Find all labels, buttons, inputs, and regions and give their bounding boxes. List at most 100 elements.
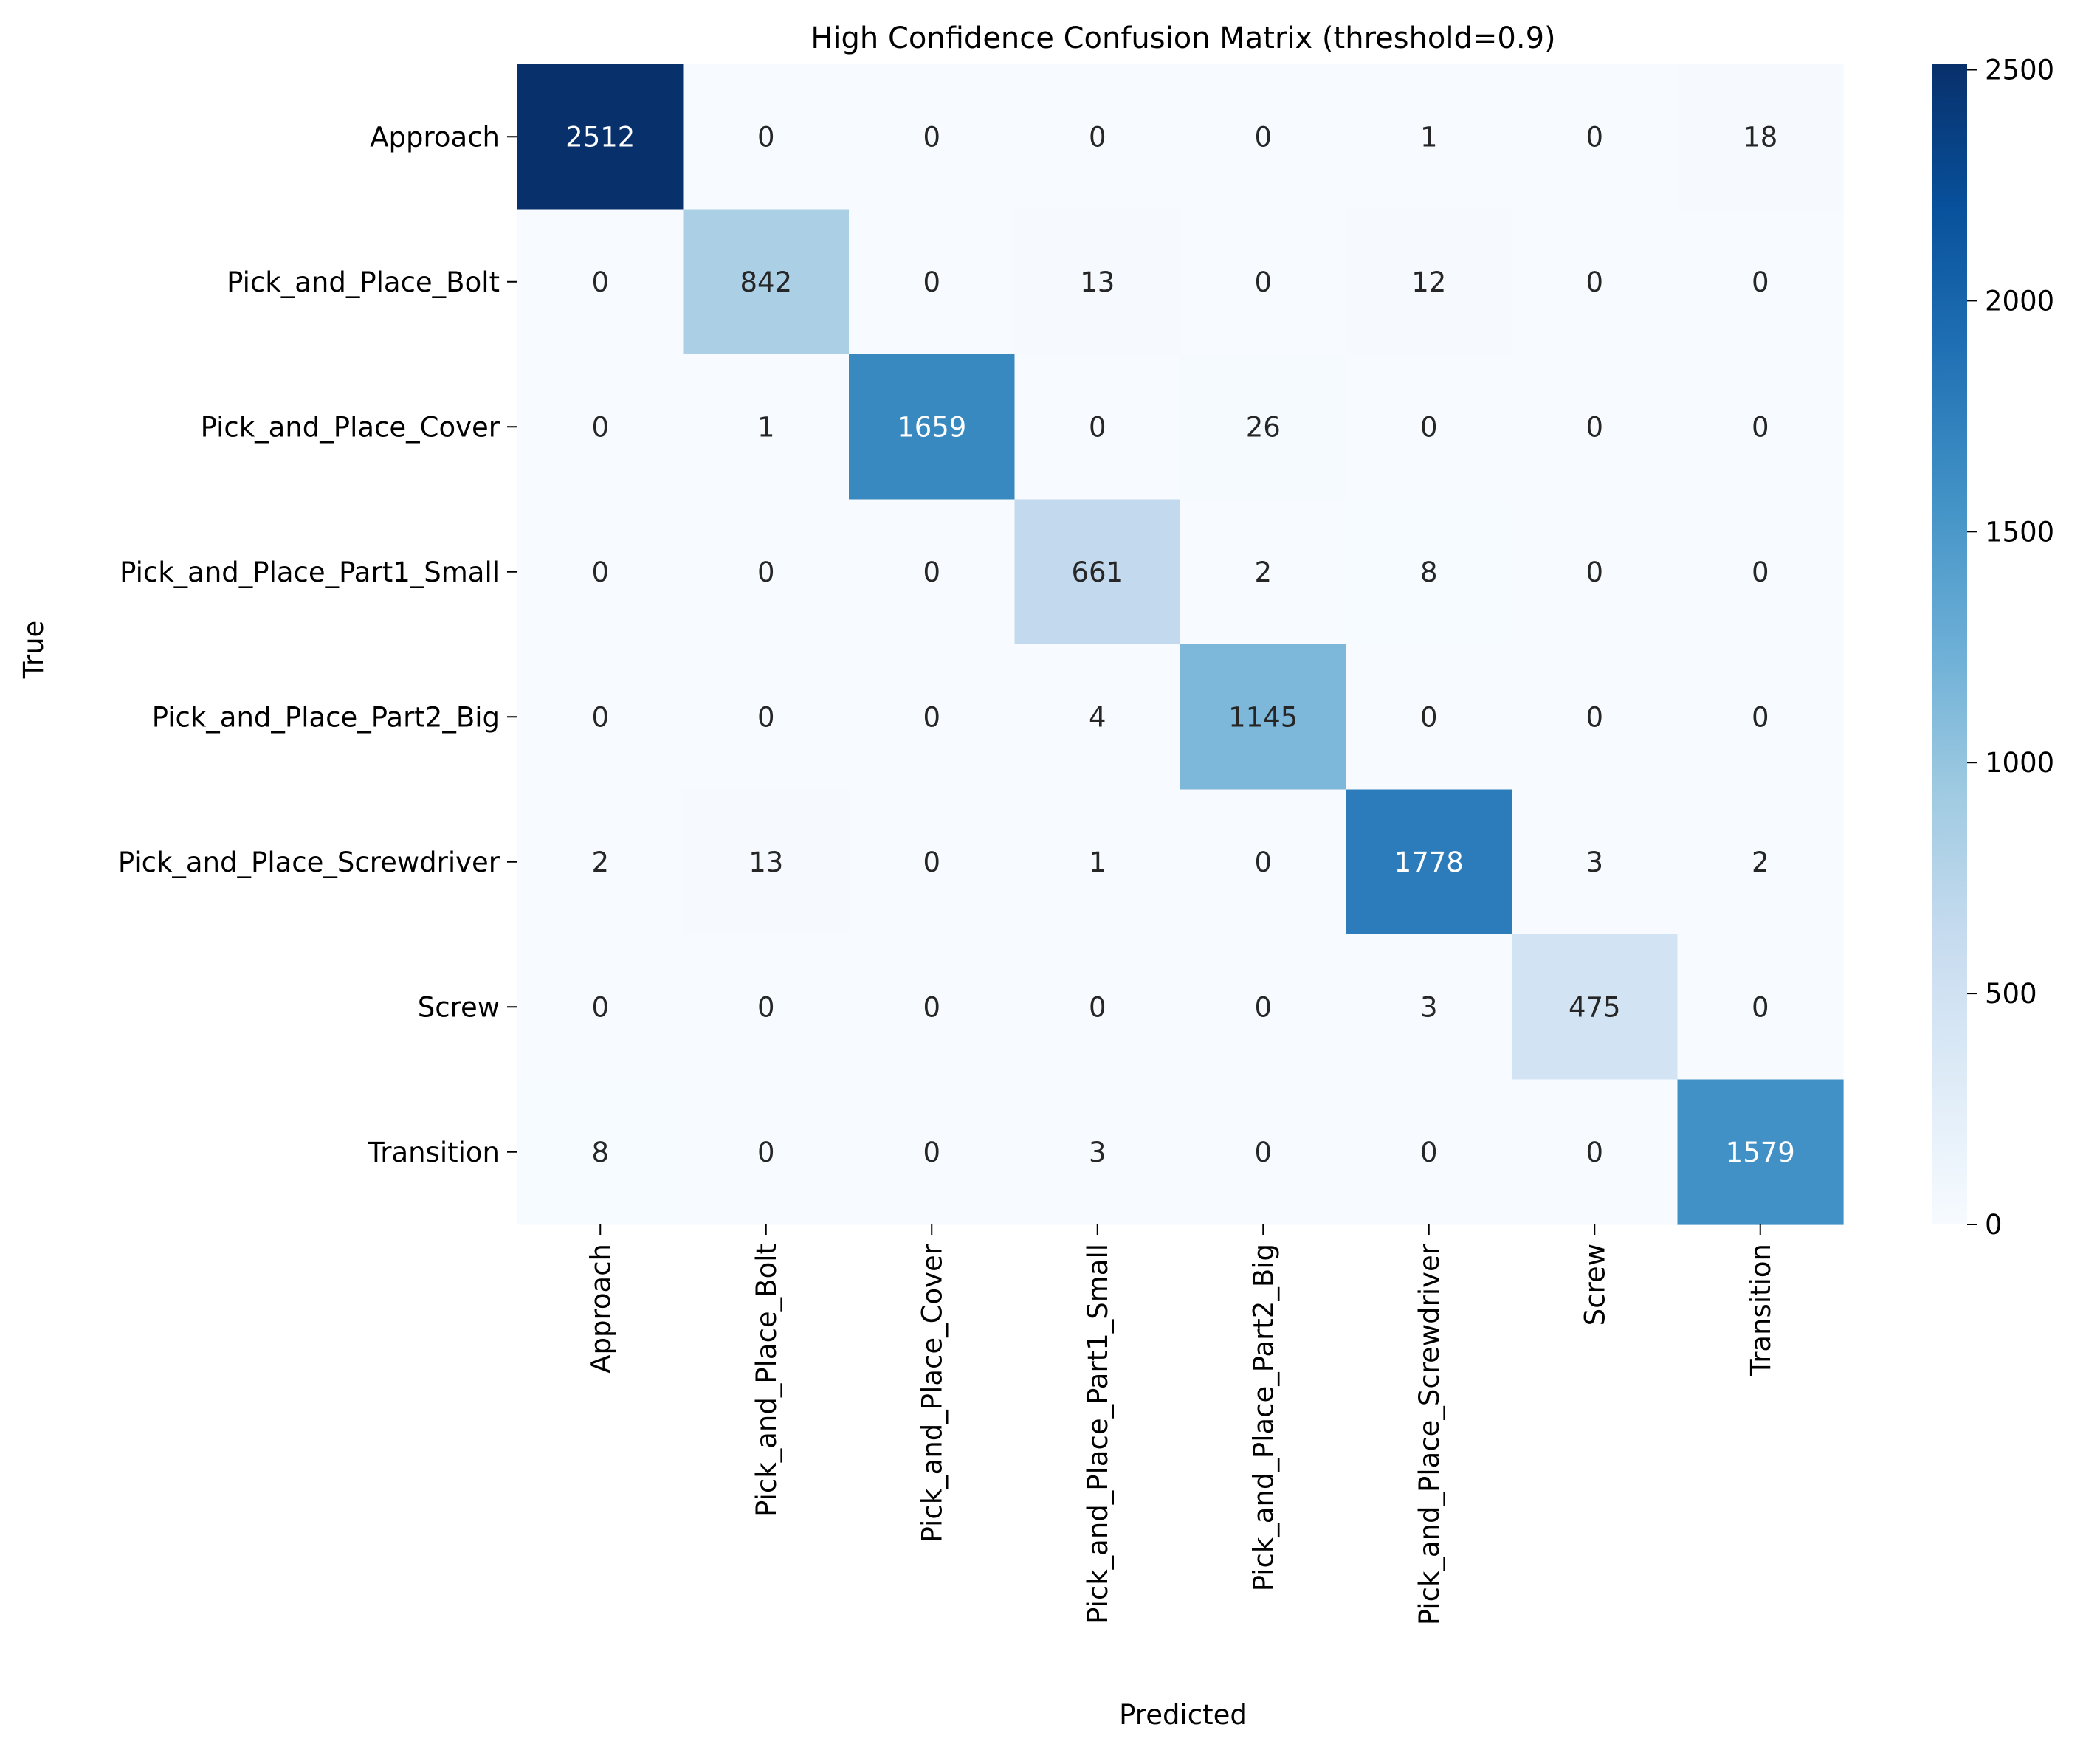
cell-value-r5-c7: 2: [1752, 847, 1769, 878]
y-tick-label-1: Pick_and_Place_Bolt: [227, 266, 500, 298]
cell-value-r6-c5: 3: [1420, 991, 1438, 1023]
cell-value-r2-c5: 0: [1420, 411, 1438, 443]
cell-value-r6-c0: 0: [591, 991, 609, 1023]
cell-value-r7-c2: 0: [923, 1137, 940, 1168]
heatmap-cell-r6-c4: [1180, 934, 1347, 1081]
heatmap-cell-r7-c5: [1346, 1079, 1512, 1225]
heatmap-cell-r0-c0: [517, 64, 684, 210]
cell-value-r2-c1: 1: [757, 411, 775, 443]
cell-value-r3-c4: 2: [1254, 557, 1272, 588]
colorbar-tick-label-0: 0: [1985, 1209, 2003, 1241]
heatmap-cell-r5-c3: [1014, 789, 1181, 935]
heatmap-cell-r7-c6: [1512, 1079, 1679, 1225]
cell-value-r1-c6: 0: [1586, 266, 1603, 298]
heatmap-cell-r2-c1: [683, 354, 850, 500]
colorbar-tick-label-1: 500: [1985, 978, 2037, 1010]
cell-value-r5-c2: 0: [923, 847, 940, 878]
colorbar-tick-label-3: 1500: [1985, 516, 2054, 548]
cell-value-r4-c1: 0: [757, 701, 775, 733]
cell-value-r2-c3: 0: [1089, 411, 1106, 443]
cell-value-r5-c1: 13: [748, 847, 783, 878]
heatmap-cell-r1-c1: [683, 209, 850, 355]
heatmap-cell-r0-c4: [1180, 64, 1347, 210]
y-tick-label-3: Pick_and_Place_Part1_Small: [120, 557, 500, 588]
heatmap-cell-r3-c0: [517, 499, 684, 645]
heatmap-cell-r7-c4: [1180, 1079, 1347, 1225]
cell-value-r7-c3: 3: [1089, 1137, 1106, 1168]
y-axis-label: True: [18, 621, 49, 680]
x-axis-label: Predicted: [1119, 1699, 1247, 1731]
heatmap-cell-r2-c7: [1677, 354, 1844, 500]
cell-value-r3-c1: 0: [757, 557, 775, 588]
cell-value-r1-c4: 0: [1254, 266, 1272, 298]
x-tick-label-6: Screw: [1579, 1244, 1611, 1326]
cell-value-r5-c4: 0: [1254, 847, 1272, 878]
cell-value-r4-c5: 0: [1420, 701, 1438, 733]
cell-value-r3-c6: 0: [1586, 557, 1603, 588]
heatmap-cell-r7-c2: [849, 1079, 1016, 1225]
x-tick-label-3: Pick_and_Place_Part1_Small: [1082, 1244, 1114, 1624]
cell-value-r0-c7: 18: [1743, 121, 1777, 153]
cell-value-r0-c5: 1: [1420, 121, 1438, 153]
heatmap-cell-r0-c6: [1512, 64, 1679, 210]
cell-value-r1-c5: 12: [1411, 266, 1446, 298]
cell-value-r0-c1: 0: [757, 121, 775, 153]
cell-value-r4-c7: 0: [1752, 701, 1769, 733]
heatmap-cell-r2-c2: [849, 354, 1016, 500]
cell-value-r2-c0: 0: [591, 411, 609, 443]
x-axis: Approach Pick_and_Place_Bolt Pick_and_Plac…: [585, 1224, 1777, 1625]
heatmap-cell-r6-c2: [849, 934, 1016, 1081]
cell-value-r5-c5: 1778: [1394, 847, 1464, 878]
cell-value-r5-c3: 1: [1089, 847, 1106, 878]
cell-value-r1-c1: 842: [740, 266, 792, 298]
heatmap-cell-r6-c0: [517, 934, 684, 1081]
x-tick-label-4: Pick_and_Place_Part2_Big: [1247, 1244, 1279, 1591]
heatmap-cell-r2-c3: [1014, 354, 1181, 500]
y-tick-label-2: Pick_and_Place_Cover: [201, 411, 500, 443]
cell-annotations: 2512 0 0 0 0 1 0 180 842 0 13 0 12 0 00 1 1659 0 26 0 0 00 0 0 6…: [565, 121, 1795, 1168]
cell-value-r3-c3: 661: [1071, 557, 1123, 588]
cell-value-r3-c2: 0: [923, 557, 940, 588]
cell-value-r4-c3: 4: [1089, 701, 1106, 733]
heatmap-cell-r4-c0: [517, 644, 684, 790]
cell-value-r5-c0: 2: [591, 847, 609, 878]
cell-value-r3-c0: 0: [591, 557, 609, 588]
heatmap-cell-r0-c3: [1014, 64, 1181, 210]
heatmap-cell-r3-c7: [1677, 499, 1844, 645]
colorbar-tick-label-5: 2500: [1985, 55, 2054, 86]
cell-value-r4-c2: 0: [923, 701, 940, 733]
cell-value-r7-c1: 0: [757, 1137, 775, 1168]
cell-value-r6-c4: 0: [1254, 991, 1272, 1023]
cell-value-r6-c2: 0: [923, 991, 940, 1023]
y-axis: Approach Pick_and_Place_Bolt Pick_and_Plac…: [118, 121, 517, 1168]
heatmap-cell-r1-c4: [1180, 209, 1347, 355]
cell-value-r6-c1: 0: [757, 991, 775, 1023]
x-tick-label-2: Pick_and_Place_Cover: [916, 1243, 948, 1543]
heatmap-cell-r4-c4: [1180, 644, 1347, 790]
heatmap-cell-r3-c6: [1512, 499, 1679, 645]
heatmap-cell-r2-c4: [1180, 354, 1347, 500]
heatmap-cell-r4-c6: [1512, 644, 1679, 790]
cell-value-r0-c4: 0: [1254, 121, 1272, 153]
chart-title: High Confidence Confusion Matrix (thresh…: [810, 21, 1555, 55]
heatmap-cell-r5-c2: [849, 789, 1016, 935]
heatmap-cell-r5-c0: [517, 789, 684, 935]
heatmap-cell-r3-c4: [1180, 499, 1347, 645]
heatmap-cell-r6-c3: [1014, 934, 1181, 1081]
heatmap-cell-r2-c0: [517, 354, 684, 500]
heatmap-cell-r0-c1: [683, 64, 850, 210]
heatmap-cell-r6-c1: [683, 934, 850, 1081]
y-tick-label-0: Approach: [370, 121, 500, 153]
cell-value-r6-c3: 0: [1089, 991, 1106, 1023]
cell-value-r6-c6: 475: [1569, 991, 1621, 1023]
heatmap-cell-r7-c0: [517, 1079, 684, 1225]
y-tick-label-5: Pick_and_Place_Screwdriver: [118, 847, 500, 878]
cell-value-r0-c6: 0: [1586, 121, 1603, 153]
cell-value-r2-c6: 0: [1586, 411, 1603, 443]
heatmap-cell-r4-c3: [1014, 644, 1181, 790]
heatmap-cell-r1-c6: [1512, 209, 1679, 355]
cell-value-r0-c3: 0: [1089, 121, 1106, 153]
heatmap-cell-r3-c5: [1346, 499, 1512, 645]
heatmap-cell-r0-c2: [849, 64, 1016, 210]
